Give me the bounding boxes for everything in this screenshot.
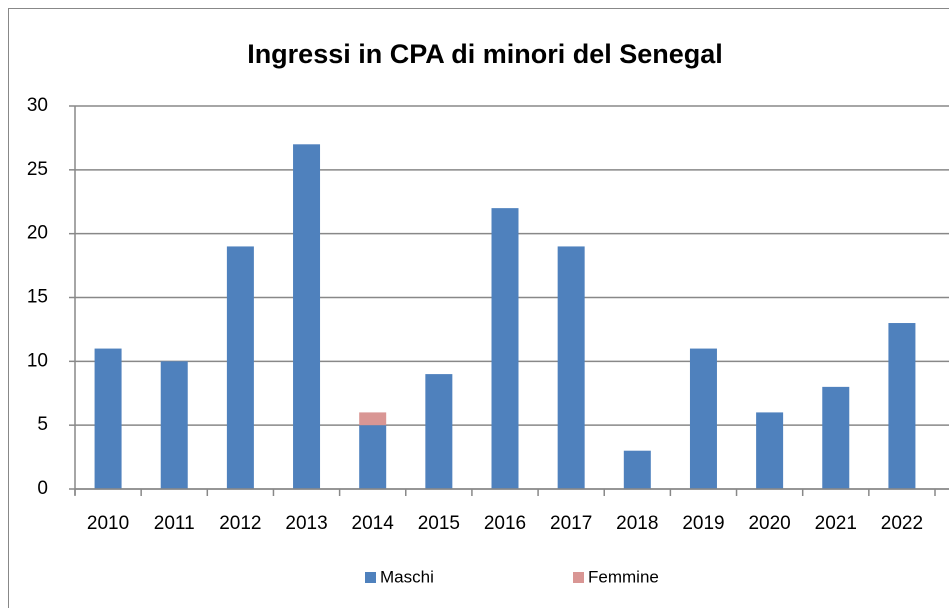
y-tick-label: 0 <box>37 478 48 499</box>
x-tick-label: 2021 <box>815 513 857 534</box>
bar <box>226 246 254 489</box>
legend-label: Maschi <box>380 567 434 586</box>
bar <box>822 386 850 489</box>
x-tick-label: 2012 <box>219 513 261 534</box>
bar <box>623 450 651 489</box>
x-tick-label: 2018 <box>616 513 658 534</box>
bar <box>557 246 585 489</box>
x-tick-label: 2016 <box>484 513 526 534</box>
legend-swatch <box>365 572 376 583</box>
y-tick-label: 30 <box>27 95 48 116</box>
bar <box>293 144 321 490</box>
bar <box>94 348 122 489</box>
x-tick-label: 2020 <box>748 513 790 534</box>
x-tick-label: 2013 <box>285 513 327 534</box>
y-tick-label: 15 <box>27 287 48 308</box>
bar <box>491 208 519 489</box>
x-tick-label: 2010 <box>87 513 129 534</box>
x-tick-label: 2022 <box>881 513 923 534</box>
bar <box>425 374 453 489</box>
bar <box>888 323 916 489</box>
y-tick-label: 20 <box>27 223 48 244</box>
y-tick-label: 5 <box>37 414 48 435</box>
y-tick-label: 25 <box>27 159 48 180</box>
x-tick-label: 2015 <box>418 513 460 534</box>
x-tick-label: 2014 <box>352 513 395 534</box>
x-tick-label: 2017 <box>550 513 592 534</box>
x-tick-label: 2019 <box>682 513 724 534</box>
chart-title: Ingressi in CPA di minori del Senegal <box>247 39 723 69</box>
x-tick-label: 2011 <box>154 513 195 534</box>
legend-label: Femmine <box>588 567 659 586</box>
bar <box>756 412 784 489</box>
bar <box>359 412 387 426</box>
legend-swatch <box>573 572 584 583</box>
bar <box>689 348 717 489</box>
y-tick-label: 10 <box>27 350 48 371</box>
bar <box>359 425 387 489</box>
bar <box>160 361 188 489</box>
chart-frame <box>8 8 949 608</box>
